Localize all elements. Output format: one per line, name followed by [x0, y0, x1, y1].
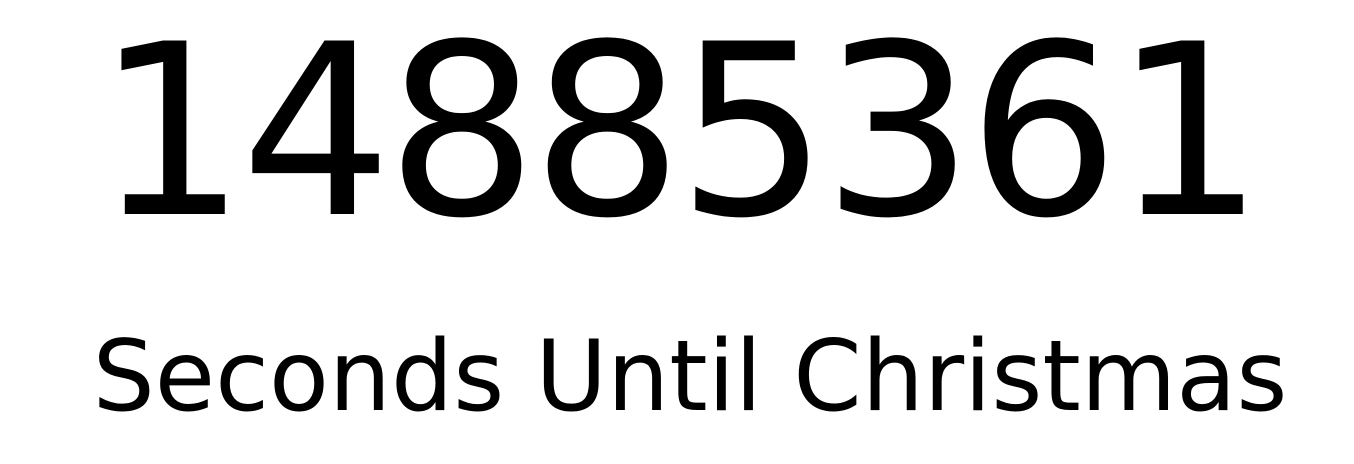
seconds-counter: 14885361	[95, 0, 1264, 271]
countdown-caption: Seconds Until Christmas	[92, 320, 1288, 434]
